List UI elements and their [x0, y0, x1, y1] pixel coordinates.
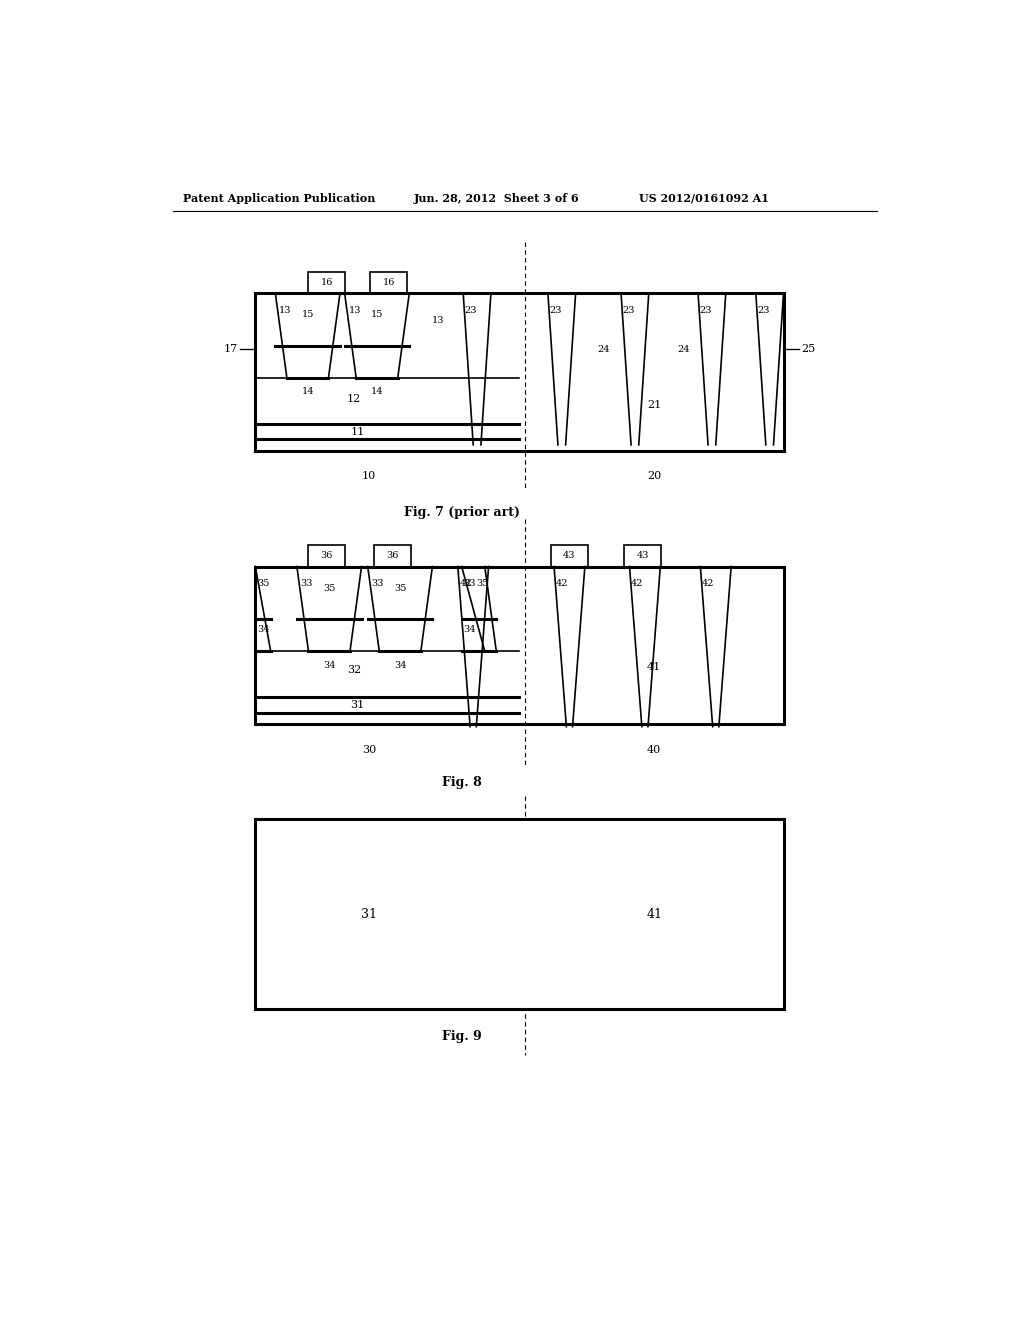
Text: 36: 36: [386, 552, 398, 560]
Text: 13: 13: [348, 306, 361, 314]
Bar: [308, 272, 345, 293]
Text: 40: 40: [647, 744, 662, 755]
Text: 41: 41: [646, 908, 663, 921]
Text: 31: 31: [350, 700, 365, 710]
Text: 17: 17: [223, 345, 238, 354]
Text: 34: 34: [323, 660, 336, 669]
Text: 21: 21: [647, 400, 662, 409]
Text: 23: 23: [550, 306, 562, 314]
Text: Fig. 7 (prior art): Fig. 7 (prior art): [403, 506, 519, 519]
Bar: [370, 272, 407, 293]
Text: 41: 41: [647, 661, 662, 672]
Text: 34: 34: [394, 660, 407, 669]
Text: 23: 23: [623, 306, 635, 314]
Text: 24: 24: [677, 345, 690, 354]
Text: 13: 13: [280, 306, 292, 314]
Text: 35: 35: [476, 579, 488, 587]
Text: 35: 35: [257, 579, 269, 587]
Text: 25: 25: [801, 345, 815, 354]
Text: 23: 23: [699, 306, 712, 314]
Text: 36: 36: [321, 552, 333, 560]
Text: 33: 33: [372, 579, 384, 587]
Text: 42: 42: [631, 579, 643, 587]
Text: 13: 13: [432, 315, 444, 325]
Text: 12: 12: [347, 393, 361, 404]
Text: 43: 43: [563, 552, 575, 560]
Text: 43: 43: [636, 552, 649, 560]
Text: 23: 23: [465, 306, 477, 314]
Text: 15: 15: [371, 310, 383, 319]
Text: 33: 33: [463, 579, 476, 587]
Text: 10: 10: [362, 471, 377, 482]
Text: 33: 33: [301, 579, 313, 587]
Text: 34: 34: [463, 626, 476, 634]
Bar: [255, 818, 783, 1010]
Text: 23: 23: [758, 306, 770, 314]
Text: 15: 15: [301, 310, 313, 319]
Bar: [308, 545, 345, 566]
Text: Fig. 9: Fig. 9: [441, 1030, 481, 1043]
Bar: [551, 545, 588, 566]
Text: US 2012/0161092 A1: US 2012/0161092 A1: [639, 193, 769, 205]
Bar: [625, 545, 662, 566]
Text: 42: 42: [701, 579, 715, 587]
Text: Patent Application Publication: Patent Application Publication: [183, 193, 375, 205]
Text: 16: 16: [321, 279, 333, 286]
Text: 30: 30: [362, 744, 377, 755]
Text: 16: 16: [382, 279, 394, 286]
Text: 32: 32: [347, 665, 361, 676]
Text: 31: 31: [361, 908, 377, 921]
Text: Fig. 8: Fig. 8: [441, 776, 481, 788]
Text: 24: 24: [598, 345, 610, 354]
Text: 35: 35: [394, 583, 407, 593]
Text: 42: 42: [460, 579, 472, 587]
Text: 14: 14: [301, 387, 314, 396]
Text: 11: 11: [350, 426, 365, 437]
Text: 14: 14: [371, 387, 383, 396]
Text: Jun. 28, 2012  Sheet 3 of 6: Jun. 28, 2012 Sheet 3 of 6: [414, 193, 580, 205]
Text: 35: 35: [323, 583, 336, 593]
Text: 42: 42: [556, 579, 568, 587]
Bar: [374, 545, 411, 566]
Text: 34: 34: [257, 626, 269, 634]
Text: 20: 20: [647, 471, 662, 482]
